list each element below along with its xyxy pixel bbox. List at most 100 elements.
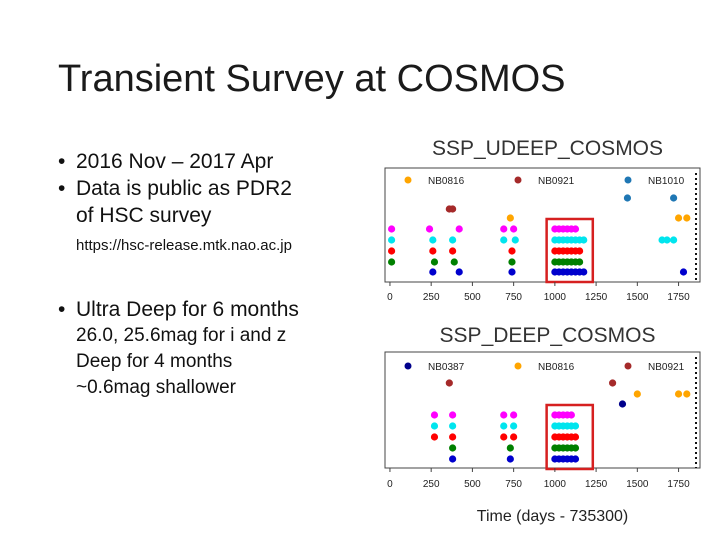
bullet-public-data-continued: of HSC survey [76, 204, 212, 227]
data-point [449, 455, 457, 463]
data-point [580, 236, 588, 244]
data-point [511, 236, 519, 244]
data-point [500, 225, 508, 233]
data-point [387, 236, 396, 244]
data-point [510, 225, 518, 233]
x-tick-label: 1250 [585, 479, 608, 490]
data-point [618, 400, 627, 408]
data-point [425, 225, 434, 233]
bullet-public-data: Data is public as PDR2 [58, 175, 378, 202]
bullet-ultra-deep: Ultra Deep for 6 months [58, 296, 378, 323]
data-point [580, 268, 588, 276]
data-point [608, 379, 617, 387]
x-tick-label: 750 [505, 292, 522, 303]
x-axis-label: Time (days - 735300) [477, 508, 628, 525]
data-point [633, 390, 641, 398]
chart-udeep: SSP_UDEEP_COSMOS NB0816 NB0921 NB1010 0 250 50… [384, 137, 701, 303]
data-point [449, 236, 457, 244]
data-point [429, 268, 437, 276]
bullet-depth-values: 26.0, 25.6mag for i and z [76, 325, 287, 346]
legend-label: NB0921 [538, 176, 575, 187]
data-point [455, 268, 463, 276]
data-point [449, 444, 457, 452]
data-point [500, 422, 508, 430]
data-point [449, 411, 457, 419]
data-point [683, 390, 691, 398]
x-tick-label: 500 [464, 292, 481, 303]
data-point [571, 433, 580, 441]
data-point [430, 411, 439, 419]
data-point [571, 444, 580, 452]
chart-deep: SSP_DEEP_COSMOS NB0387 NB0816 NB0921 0 250 500… [384, 324, 701, 525]
data-point [623, 194, 632, 202]
bullet-deep: Deep for 4 months [76, 351, 233, 372]
data-point [571, 422, 580, 430]
chart-title: SSP_DEEP_COSMOS [440, 324, 656, 347]
x-tick-label: 1750 [667, 479, 690, 490]
data-point [567, 411, 575, 419]
data-point [571, 225, 580, 233]
x-tick-label: 0 [387, 292, 393, 303]
bullet-list: 2016 Nov – 2017 Apr Data is public as PD… [58, 148, 378, 401]
chart-title: SSP_UDEEP_COSMOS [432, 137, 663, 160]
x-tick-label: 1750 [667, 292, 690, 303]
data-point [430, 422, 439, 430]
data-point [683, 214, 691, 222]
data-point [429, 236, 437, 244]
slide-title: Transient Survey at COSMOS [58, 58, 566, 100]
data-point [500, 236, 508, 244]
data-point [674, 214, 683, 222]
plot-frame [384, 167, 701, 283]
x-tick-label: 1250 [585, 292, 608, 303]
x-tick-label: 1000 [544, 479, 567, 490]
highlight-box [545, 217, 595, 284]
data-point [510, 411, 518, 419]
x-tick-label: 1500 [626, 292, 649, 303]
data-point [670, 236, 678, 244]
data-point [674, 390, 683, 398]
data-point [658, 236, 666, 244]
legend-marker [404, 176, 412, 184]
data-point [429, 247, 437, 255]
legend-label: NB0816 [538, 362, 575, 373]
legend-marker [624, 362, 632, 370]
legend-marker [514, 362, 522, 370]
x-tick-label: 250 [423, 479, 440, 490]
data-point [449, 205, 457, 213]
data-point [670, 194, 678, 202]
data-point [508, 268, 516, 276]
plot-frame [384, 351, 701, 469]
data-point [449, 433, 457, 441]
data-point [500, 433, 508, 441]
release-url: https://hsc-release.mtk.nao.ac.jp [76, 237, 292, 254]
legend-label: NB1010 [648, 176, 685, 187]
data-point [510, 422, 518, 430]
bullet-shallower: ~0.6mag shallower [76, 377, 237, 398]
legend-label: NB0387 [428, 362, 465, 373]
data-point [508, 258, 516, 266]
data-point [576, 258, 584, 266]
legend-marker [624, 176, 632, 184]
legend-label: NB0816 [428, 176, 465, 187]
data-point [506, 214, 514, 222]
x-tick-label: 1500 [626, 479, 649, 490]
data-point [430, 258, 439, 266]
data-point [387, 247, 396, 255]
legend-label: NB0921 [648, 362, 685, 373]
data-point [663, 236, 671, 244]
data-point [510, 433, 518, 441]
x-tick-label: 750 [505, 479, 522, 490]
data-point [455, 225, 463, 233]
data-point [506, 455, 514, 463]
x-tick-label: 1000 [544, 292, 567, 303]
data-point [500, 411, 508, 419]
data-point [449, 247, 457, 255]
data-point [506, 444, 514, 452]
data-point [450, 258, 458, 266]
data-point [430, 433, 439, 441]
data-point [387, 225, 396, 233]
data-point [387, 258, 396, 266]
data-point [576, 247, 584, 255]
bullet-period: 2016 Nov – 2017 Apr [58, 148, 378, 175]
